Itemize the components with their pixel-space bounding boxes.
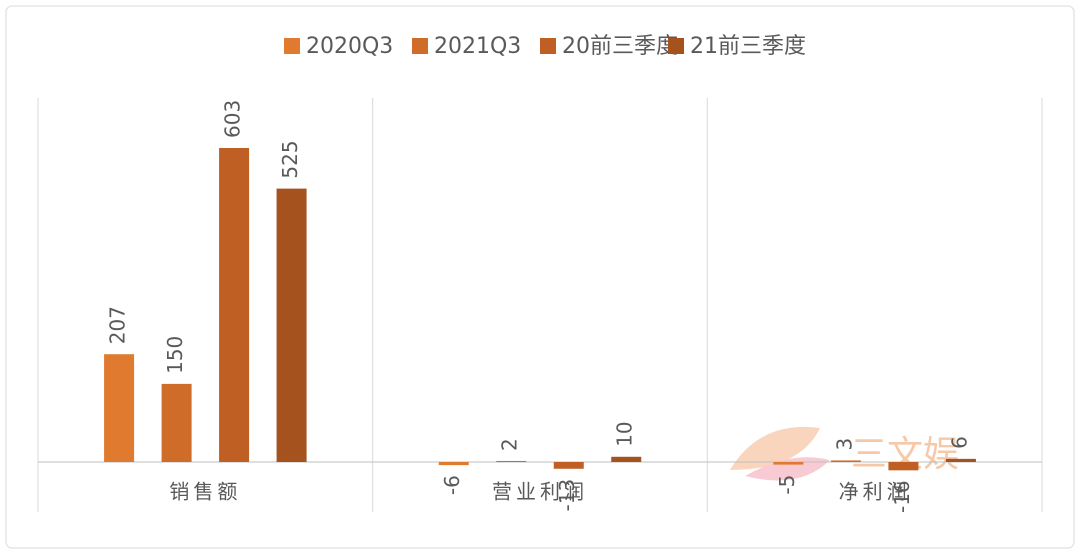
- x-tick-label: 营业利润: [492, 480, 588, 504]
- legend-swatch: [284, 38, 300, 54]
- value-label: 150: [163, 336, 187, 374]
- watermark-logo: [730, 426, 830, 481]
- chart-frame: [5, 5, 1075, 549]
- legend-label: 20前三季度: [562, 34, 678, 59]
- bar: [553, 462, 584, 469]
- value-label: -5: [775, 475, 799, 495]
- value-label: 10: [613, 421, 637, 446]
- legend-label: 2021Q3: [434, 34, 521, 59]
- value-label: 207: [106, 306, 130, 344]
- x-tick-label: 净利润: [839, 480, 911, 504]
- bar: [830, 460, 861, 462]
- value-label: 6: [947, 436, 971, 449]
- bar: [219, 148, 250, 462]
- legend-swatch: [540, 38, 556, 54]
- bar: [888, 462, 919, 471]
- legend-swatch: [412, 38, 428, 54]
- bar: [945, 458, 976, 462]
- value-label: 603: [221, 100, 245, 138]
- value-label: -13: [555, 479, 579, 512]
- bar: [773, 462, 804, 465]
- bar: [611, 456, 642, 462]
- legend-label: 21前三季度: [690, 34, 806, 59]
- bar: [438, 462, 469, 466]
- bar: [104, 354, 135, 462]
- bar: [161, 383, 192, 462]
- value-label: 525: [278, 140, 302, 178]
- bar: [496, 460, 527, 462]
- value-label: -16: [890, 480, 914, 513]
- value-label: 3: [832, 438, 856, 451]
- bar: [276, 188, 307, 462]
- x-tick-label: 销售额: [169, 480, 241, 504]
- legend-swatch: [668, 38, 684, 54]
- value-label: -6: [440, 475, 464, 495]
- legend-label: 2020Q3: [306, 34, 393, 59]
- value-label: 2: [498, 438, 522, 451]
